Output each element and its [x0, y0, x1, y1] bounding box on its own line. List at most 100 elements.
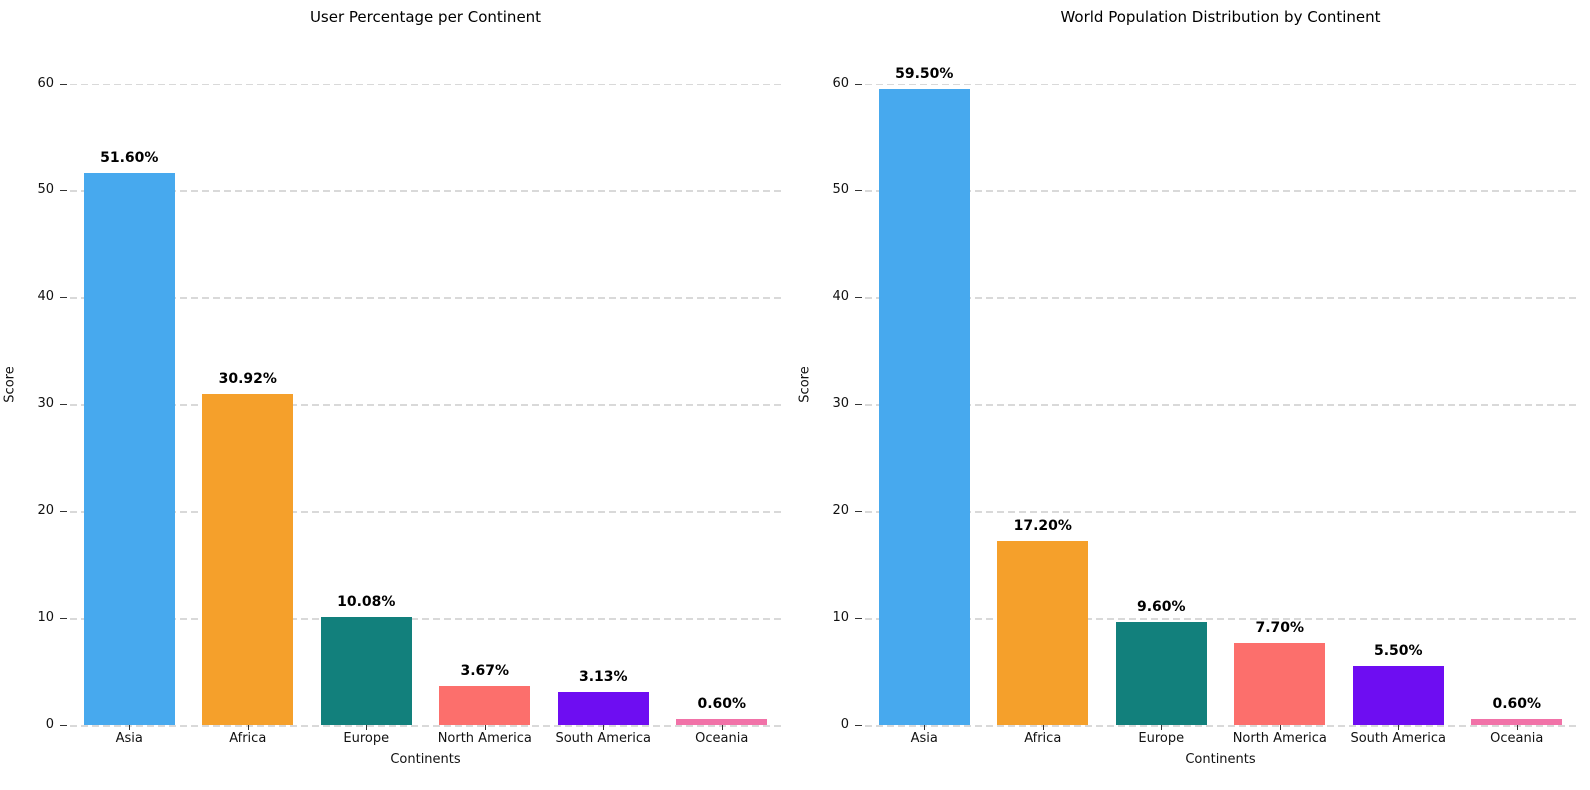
chart-title: World Population Distribution by Contine… — [1060, 8, 1381, 26]
bar-africa — [997, 541, 1089, 725]
bar-asia — [878, 88, 970, 725]
bar-slot: 0.60% — [663, 44, 782, 725]
bar-value-label: 5.50% — [1373, 643, 1423, 660]
bar-south-america — [1352, 666, 1444, 725]
y-axis: 0 10 20 30 40 50 60 — [0, 44, 70, 732]
gridline — [865, 511, 1576, 513]
y-tick-mark — [855, 190, 862, 192]
y-tick-mark — [60, 190, 67, 192]
gridline — [865, 83, 1576, 86]
x-tick-label: Europe — [1138, 731, 1185, 746]
y-tick-label: 10 — [37, 610, 54, 626]
y-tick-label: 30 — [37, 396, 54, 412]
gridline — [70, 190, 781, 192]
gridline — [70, 511, 781, 513]
x-tick-label: South America — [555, 731, 652, 746]
bar-south-america — [557, 691, 649, 725]
bar-value-label: 3.13% — [578, 668, 628, 685]
gridline — [70, 618, 781, 620]
y-tick-label: 30 — [832, 396, 849, 412]
x-tick-mark — [1161, 725, 1163, 730]
bar-value-label: 10.08% — [337, 594, 396, 611]
bar-slot: 3.13% — [544, 44, 663, 725]
bar-value-label: 59.50% — [895, 65, 954, 82]
y-tick-label: 60 — [37, 75, 54, 91]
x-tick-label: South America — [1350, 731, 1447, 746]
x-tick-mark — [1516, 725, 1518, 730]
bar-north-america — [1234, 642, 1326, 725]
y-tick-mark — [60, 297, 67, 299]
gridline — [865, 618, 1576, 620]
bar-europe — [320, 617, 412, 725]
plot-area: 59.50% 17.20% 9.60% 7.70% 5.50% 0.60% — [865, 44, 1576, 730]
y-tick-label: 0 — [45, 717, 54, 732]
bar-value-label: 9.60% — [1136, 599, 1186, 616]
y-tick-mark — [855, 404, 862, 406]
x-tick-mark — [924, 725, 926, 730]
bar-slot: 59.50% — [865, 44, 984, 725]
bar-value-label: 51.60% — [100, 150, 159, 167]
bar-africa — [202, 394, 294, 725]
y-axis: 0 10 20 30 40 50 60 — [795, 44, 865, 732]
y-tick-mark — [855, 618, 862, 620]
bar-slot: 3.67% — [426, 44, 545, 725]
x-tick-label: Africa — [1024, 731, 1062, 746]
bar-value-label: 0.60% — [1492, 695, 1542, 712]
y-tick-label: 0 — [840, 717, 849, 732]
y-tick-mark — [60, 83, 67, 85]
gridline — [865, 190, 1576, 192]
y-tick-mark — [60, 511, 67, 513]
bar-slot: 51.60% — [70, 44, 189, 725]
bar-slot: 5.50% — [1339, 44, 1458, 725]
x-tick-labels: Asia Africa Europe North America South Ameri… — [865, 731, 1576, 746]
gridline — [70, 404, 781, 406]
x-tick-label: North America — [1232, 731, 1327, 746]
y-tick-mark — [855, 725, 862, 726]
y-tick-mark — [60, 404, 67, 406]
y-tick-label: 60 — [832, 75, 849, 91]
gridline — [70, 725, 781, 727]
plot-area: 51.60% 30.92% 10.08% 3.67% 3.13% 0.60% — [70, 44, 781, 730]
bar-oceania — [1471, 718, 1563, 725]
y-tick-mark — [855, 83, 862, 85]
y-tick-label: 40 — [832, 289, 849, 305]
x-tick-mark — [1042, 725, 1044, 730]
bar-slot: 17.20% — [984, 44, 1103, 725]
x-tick-label: Oceania — [1490, 731, 1544, 746]
y-tick-label: 50 — [832, 182, 849, 198]
x-tick-mark — [721, 725, 723, 730]
x-tick-label: Asia — [910, 731, 938, 746]
y-tick-label: 40 — [37, 289, 54, 305]
x-axis-label: Continents — [390, 752, 461, 767]
bar-slot: 0.60% — [1458, 44, 1577, 725]
x-tick-label: Asia — [115, 731, 143, 746]
bar-value-label: 30.92% — [218, 371, 277, 388]
bar-slot: 9.60% — [1102, 44, 1221, 725]
bars-container: 51.60% 30.92% 10.08% 3.67% 3.13% 0.60% — [70, 44, 781, 725]
bar-slot: 10.08% — [307, 44, 426, 725]
bar-slot: 7.70% — [1221, 44, 1340, 725]
gridline — [865, 404, 1576, 406]
bar-value-label: 17.20% — [1013, 518, 1072, 535]
bar-value-label: 7.70% — [1255, 619, 1305, 636]
x-tick-mark — [603, 725, 605, 730]
y-tick-label: 20 — [832, 503, 849, 519]
y-tick-label: 10 — [832, 610, 849, 626]
chart-world-population: World Population Distribution by Contine… — [795, 0, 1590, 790]
x-tick-label: Oceania — [695, 731, 749, 746]
bar-value-label: 0.60% — [697, 695, 747, 712]
bar-value-label: 3.67% — [460, 662, 510, 679]
x-tick-mark — [1279, 725, 1281, 730]
x-tick-mark — [484, 725, 486, 730]
x-tick-mark — [1398, 725, 1400, 730]
x-axis-label: Continents — [1185, 752, 1256, 767]
gridline — [865, 725, 1576, 727]
bar-north-america — [439, 685, 531, 725]
x-tick-labels: Asia Africa Europe North America South Ameri… — [70, 731, 781, 746]
bars-container: 59.50% 17.20% 9.60% 7.70% 5.50% 0.60% — [865, 44, 1576, 725]
y-tick-label: 20 — [37, 503, 54, 519]
x-tick-label: Africa — [229, 731, 267, 746]
x-tick-mark — [366, 725, 368, 730]
y-tick-mark — [855, 297, 862, 299]
